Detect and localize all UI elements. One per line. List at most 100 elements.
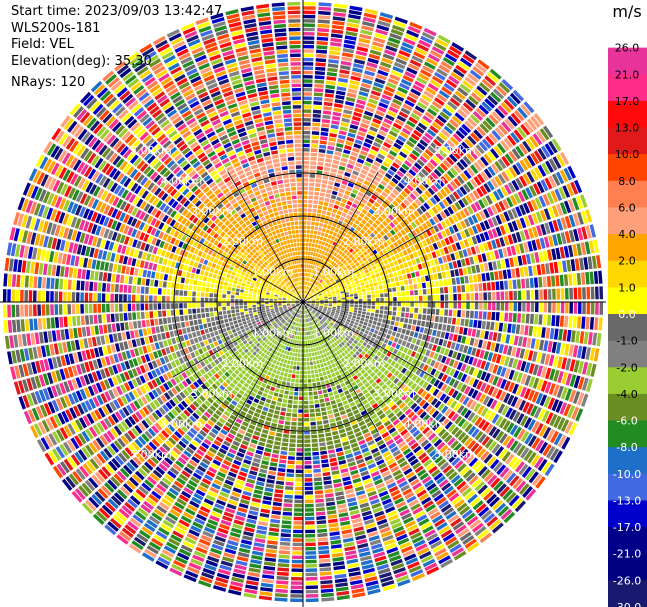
radar-gate bbox=[264, 447, 272, 453]
radar-gate bbox=[268, 531, 279, 537]
radar-gate bbox=[365, 222, 371, 228]
radar-gate bbox=[437, 363, 444, 371]
radar-gate bbox=[384, 297, 389, 302]
radar-gate bbox=[384, 157, 393, 165]
radar-gate bbox=[259, 591, 273, 597]
radar-gate bbox=[416, 159, 425, 167]
radar-gate bbox=[417, 346, 423, 353]
radar-gate bbox=[318, 2, 332, 7]
radar-gate bbox=[385, 172, 393, 180]
radar-gate bbox=[303, 370, 307, 375]
radar-gate bbox=[307, 221, 311, 225]
radar-gate bbox=[313, 266, 317, 270]
radar-gate bbox=[318, 394, 324, 399]
radar-gate bbox=[272, 501, 282, 507]
radar-gate bbox=[370, 239, 376, 245]
radar-gate bbox=[497, 105, 509, 116]
radar-gate bbox=[443, 316, 448, 324]
radar-gate bbox=[316, 36, 329, 41]
radar-gate bbox=[549, 413, 558, 427]
radar-gate bbox=[305, 546, 316, 551]
radar-gate bbox=[324, 299, 328, 301]
radar-gate bbox=[330, 168, 338, 173]
radar-gate bbox=[390, 320, 395, 326]
radar-gate bbox=[320, 274, 324, 279]
radar-gate bbox=[444, 53, 458, 63]
radar-gate bbox=[323, 362, 328, 367]
radar-gate bbox=[316, 262, 320, 267]
radar-gate bbox=[482, 311, 487, 320]
radar-gate bbox=[311, 299, 315, 301]
radar-gate bbox=[282, 516, 292, 521]
radar-gate bbox=[383, 118, 393, 125]
radar-gate bbox=[526, 200, 535, 212]
radar-gate bbox=[349, 248, 354, 253]
radar-gate bbox=[392, 66, 404, 74]
radar-gate bbox=[353, 111, 363, 118]
radar-gate bbox=[305, 336, 307, 340]
radar-gate bbox=[454, 326, 460, 334]
radar-gate bbox=[320, 298, 324, 300]
radar-gate bbox=[337, 134, 346, 140]
radar-gate bbox=[460, 172, 469, 182]
radar-gate bbox=[315, 304, 319, 307]
radar-gate bbox=[317, 253, 321, 258]
radar-gate bbox=[268, 390, 274, 396]
radar-gate bbox=[451, 42, 465, 52]
radar-gate bbox=[291, 417, 297, 422]
radar-gate bbox=[500, 302, 505, 311]
radar-gate bbox=[512, 313, 517, 323]
radar-gate bbox=[346, 251, 351, 256]
radar-gate bbox=[300, 323, 302, 327]
radar-gate bbox=[380, 293, 384, 298]
radar-gate bbox=[320, 588, 334, 593]
radar-gate bbox=[440, 347, 446, 355]
radar-gate bbox=[369, 225, 375, 232]
radar-gate bbox=[323, 308, 327, 311]
radar-gate bbox=[410, 302, 414, 307]
radar-gate bbox=[511, 346, 517, 357]
radar-gate bbox=[424, 148, 434, 157]
radar-gate bbox=[344, 190, 351, 196]
radar-gate bbox=[580, 194, 588, 208]
radar-gate bbox=[472, 379, 479, 388]
radar-gate bbox=[464, 120, 475, 131]
radar-gate bbox=[303, 36, 315, 40]
radar-gate bbox=[360, 82, 372, 89]
radar-gate bbox=[479, 292, 483, 301]
radar-gate bbox=[305, 255, 308, 260]
radar-gate bbox=[377, 318, 383, 323]
radar-gate bbox=[318, 433, 325, 438]
radar-gate bbox=[358, 276, 363, 280]
radar-gate bbox=[463, 239, 470, 248]
radar-gate bbox=[440, 331, 446, 339]
radar-gate bbox=[293, 512, 303, 517]
radar-gate bbox=[309, 361, 313, 366]
radar-gate bbox=[438, 279, 444, 287]
radar-gate bbox=[328, 307, 332, 310]
radar-gate bbox=[330, 33, 343, 39]
radar-gate bbox=[318, 390, 323, 395]
radar-gate bbox=[520, 373, 528, 385]
radar-gate bbox=[342, 317, 347, 321]
radar-gate bbox=[440, 383, 448, 392]
radar-gate bbox=[389, 243, 395, 250]
radar-gate bbox=[307, 366, 311, 370]
radar-gate bbox=[411, 149, 421, 158]
radar-gate bbox=[519, 159, 529, 171]
radar-gate bbox=[406, 67, 418, 75]
radar-gate bbox=[350, 75, 361, 82]
radar-gate bbox=[445, 79, 458, 89]
radar-gate bbox=[305, 585, 318, 590]
radar-gate bbox=[507, 209, 515, 220]
radar-gate bbox=[570, 181, 579, 195]
radar-gate bbox=[268, 367, 274, 372]
radar-gate bbox=[520, 361, 527, 372]
radar-gate bbox=[314, 403, 320, 408]
radar-gate bbox=[256, 481, 265, 487]
radar-gate bbox=[496, 332, 502, 342]
radar-gate bbox=[359, 173, 366, 179]
radar-gate bbox=[372, 265, 377, 270]
radar-gate bbox=[407, 232, 414, 239]
radar-gate bbox=[400, 352, 406, 359]
